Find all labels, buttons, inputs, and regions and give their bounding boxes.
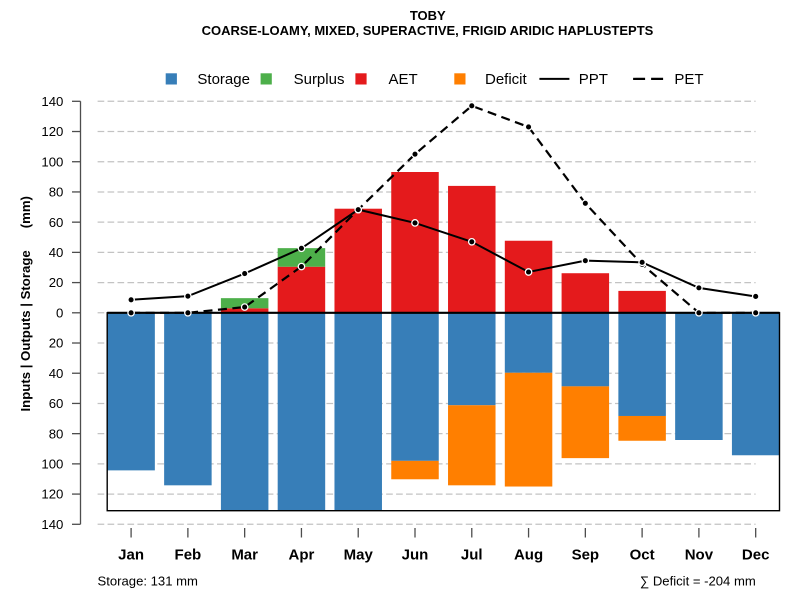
svg-text:COARSE-LOAMY, MIXED, SUPERACTI: COARSE-LOAMY, MIXED, SUPERACTIVE, FRIGID…: [202, 23, 654, 38]
svg-text:AET: AET: [389, 71, 418, 88]
svg-text:Inputs | Outputs | Storage: Inputs | Outputs | Storage (mm): [18, 196, 33, 411]
svg-text:Surplus: Surplus: [294, 71, 345, 88]
svg-text:100: 100: [41, 456, 63, 471]
svg-text:140: 140: [41, 517, 63, 532]
svg-text:80: 80: [49, 426, 64, 441]
svg-text:Sep: Sep: [572, 547, 600, 564]
svg-text:Apr: Apr: [289, 547, 315, 564]
svg-text:PET: PET: [674, 71, 703, 88]
svg-text:0: 0: [56, 305, 63, 320]
svg-text:Dec: Dec: [742, 547, 770, 564]
svg-text:PPT: PPT: [579, 71, 608, 88]
svg-text:May: May: [344, 547, 374, 564]
svg-text:Oct: Oct: [630, 547, 655, 564]
svg-text:120: 120: [41, 124, 63, 139]
svg-text:Aug: Aug: [514, 547, 543, 564]
svg-text:60: 60: [49, 396, 64, 411]
svg-text:40: 40: [49, 245, 64, 260]
svg-text:Jul: Jul: [461, 547, 483, 564]
svg-text:Deficit: Deficit: [485, 71, 528, 88]
svg-text:Jun: Jun: [402, 547, 429, 564]
svg-text:Mar: Mar: [231, 547, 258, 564]
svg-text:Nov: Nov: [685, 547, 714, 564]
svg-text:∑ Deficit = -204 mm: ∑ Deficit = -204 mm: [640, 573, 756, 588]
svg-text:120: 120: [41, 487, 63, 502]
svg-text:Storage: Storage: [197, 71, 250, 88]
svg-text:20: 20: [49, 336, 64, 351]
svg-text:20: 20: [49, 275, 64, 290]
svg-text:80: 80: [49, 185, 64, 200]
svg-text:60: 60: [49, 215, 64, 230]
svg-text:TOBY: TOBY: [410, 8, 446, 23]
svg-text:40: 40: [49, 366, 64, 381]
svg-text:100: 100: [41, 154, 63, 169]
svg-text:Jan: Jan: [118, 547, 144, 564]
svg-text:140: 140: [41, 94, 63, 109]
svg-text:Feb: Feb: [175, 547, 202, 564]
svg-text:Storage: 131 mm: Storage: 131 mm: [98, 573, 199, 588]
